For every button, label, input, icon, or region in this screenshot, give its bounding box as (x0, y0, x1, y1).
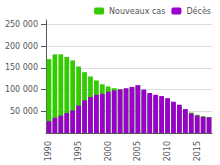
svg-text:250 000: 250 000 (5, 20, 38, 29)
svg-text:2010: 2010 (163, 141, 172, 161)
svg-text:200 000: 200 000 (5, 42, 38, 51)
svg-text:150 000: 150 000 (5, 63, 38, 72)
svg-text:50 000: 50 000 (10, 107, 38, 116)
svg-text:100 000: 100 000 (5, 85, 38, 94)
svg-text:Nouveaux cas: Nouveaux cas (109, 7, 165, 16)
svg-text:2015: 2015 (193, 141, 202, 161)
svg-text:1990: 1990 (44, 141, 53, 161)
svg-text:2005: 2005 (133, 141, 142, 161)
svg-text:2000: 2000 (104, 141, 113, 161)
svg-text:1995: 1995 (74, 141, 83, 161)
svg-text:Décès: Décès (186, 6, 211, 16)
